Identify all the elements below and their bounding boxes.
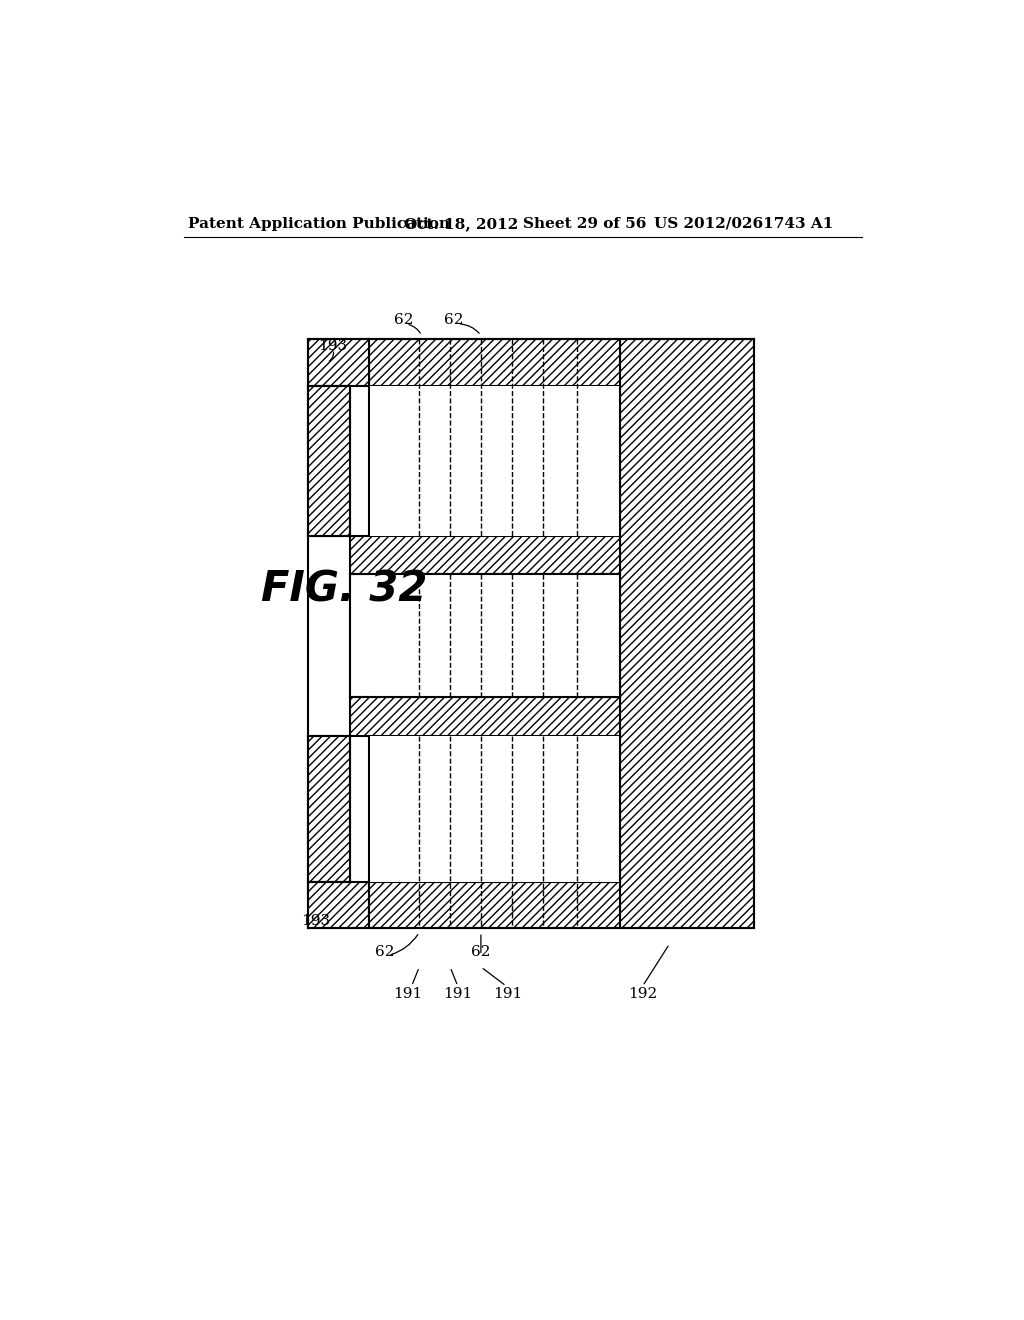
Text: FIG. 32: FIG. 32 [261, 569, 428, 611]
Text: Patent Application Publication: Patent Application Publication [188, 216, 451, 231]
Bar [370, 737, 620, 882]
Text: 62: 62 [375, 945, 394, 958]
Text: Oct. 18, 2012: Oct. 18, 2012 [403, 216, 518, 231]
Bar [370, 385, 620, 536]
Bar [350, 536, 620, 574]
Bar [370, 882, 620, 928]
Bar [307, 882, 370, 928]
Bar [370, 574, 620, 697]
Bar [307, 339, 370, 385]
Text: Sheet 29 of 56: Sheet 29 of 56 [523, 216, 646, 231]
Bar [620, 339, 755, 928]
Text: US 2012/0261743 A1: US 2012/0261743 A1 [654, 216, 834, 231]
Bar [350, 697, 620, 737]
Text: 62: 62 [444, 313, 464, 327]
Text: 192: 192 [628, 987, 657, 1001]
Bar [370, 339, 620, 385]
Text: 193: 193 [318, 338, 347, 352]
Text: 191: 191 [443, 987, 472, 1001]
Text: 191: 191 [494, 987, 522, 1001]
Text: 62: 62 [471, 945, 490, 958]
Bar [307, 385, 350, 536]
Bar [307, 737, 350, 882]
Text: 193: 193 [301, 913, 330, 928]
Text: 62: 62 [394, 313, 414, 327]
Text: 191: 191 [393, 987, 422, 1001]
